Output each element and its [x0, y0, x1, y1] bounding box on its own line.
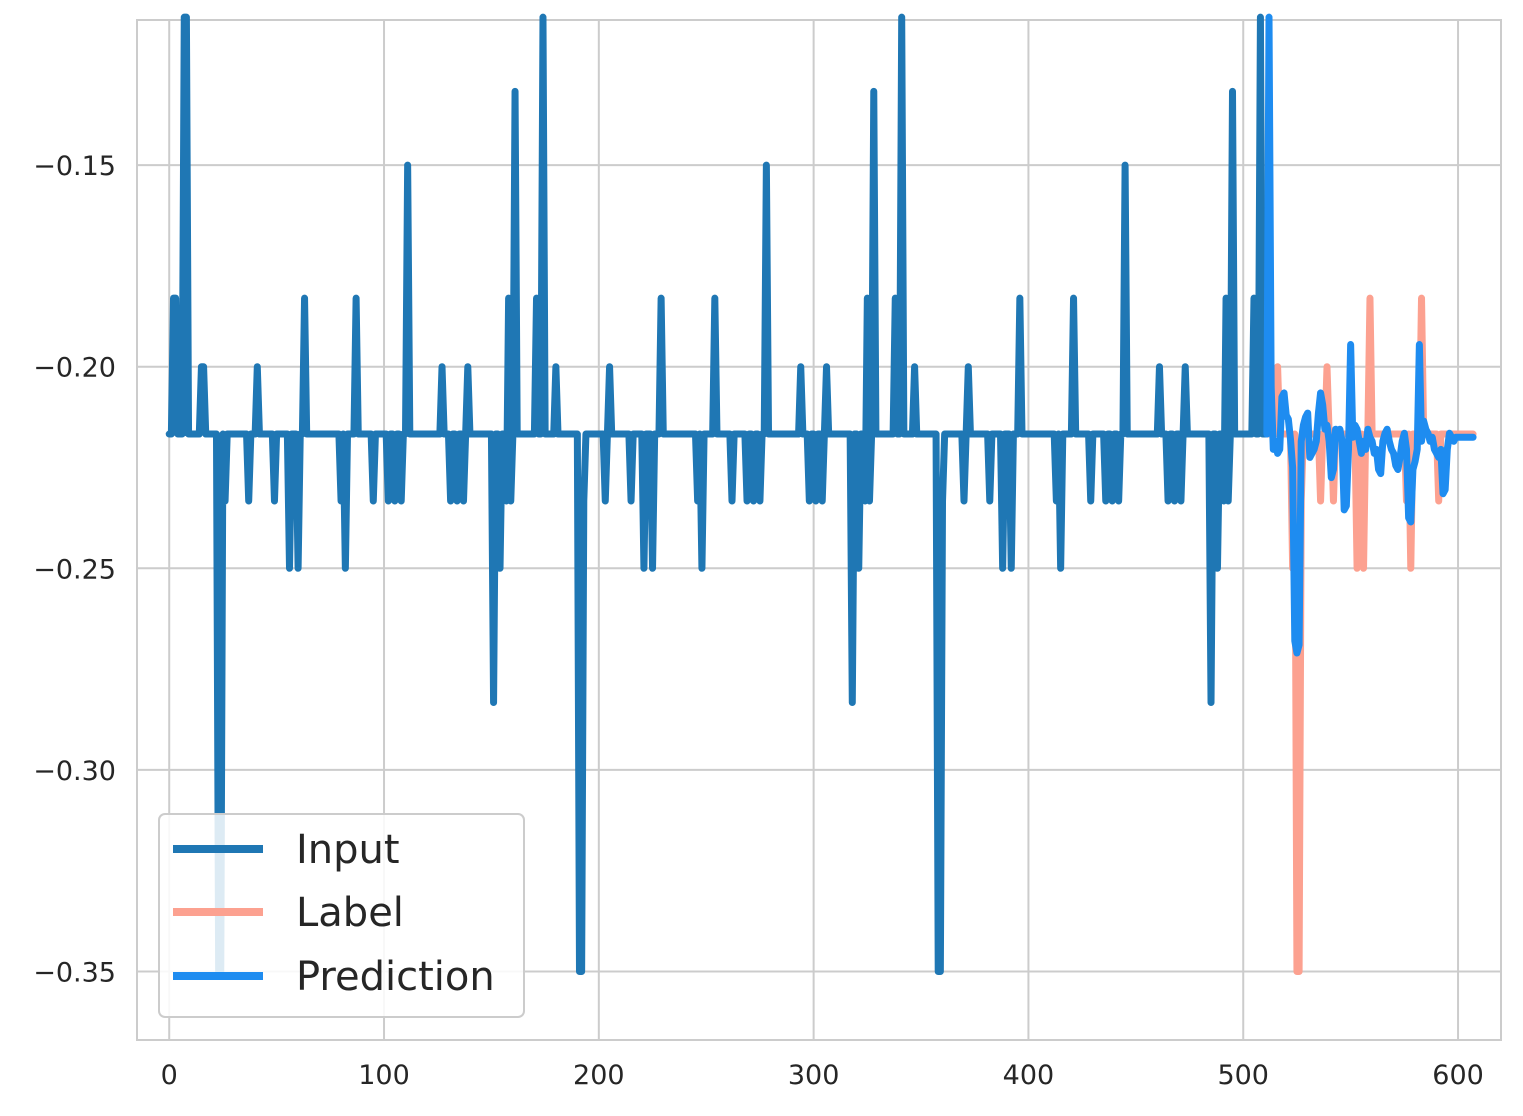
- x-tick-label: 300: [788, 1060, 840, 1091]
- x-tick-label: 400: [1003, 1060, 1055, 1091]
- y-tick-label: −0.35: [33, 957, 116, 988]
- x-tick-label: 0: [161, 1060, 178, 1091]
- legend-box: [158, 813, 525, 1018]
- tick-labels: 0 100 200 300 400 500 600 −0.35 −0.30 −0.25 −0.20 −…: [33, 151, 1484, 1091]
- legend-label-label: Label: [296, 890, 404, 936]
- y-tick-label: −0.30: [33, 756, 116, 787]
- series-line-prediction: [1263, 13, 1477, 657]
- y-tick-label: −0.20: [33, 353, 116, 384]
- legend-label-input: Input: [296, 827, 400, 873]
- x-tick-label: 500: [1217, 1060, 1269, 1091]
- x-tick-label: 200: [573, 1060, 625, 1091]
- legend: Input Label Prediction: [158, 813, 525, 1018]
- legend-label-prediction: Prediction: [296, 954, 495, 1000]
- y-tick-label: −0.25: [33, 554, 116, 585]
- x-tick-label: 600: [1432, 1060, 1484, 1091]
- series-layer: [165, 13, 1477, 975]
- series-line-input: [165, 13, 1271, 975]
- y-tick-label: −0.15: [33, 151, 116, 182]
- x-tick-label: 100: [358, 1060, 410, 1091]
- plot-frame: [136, 19, 1502, 1041]
